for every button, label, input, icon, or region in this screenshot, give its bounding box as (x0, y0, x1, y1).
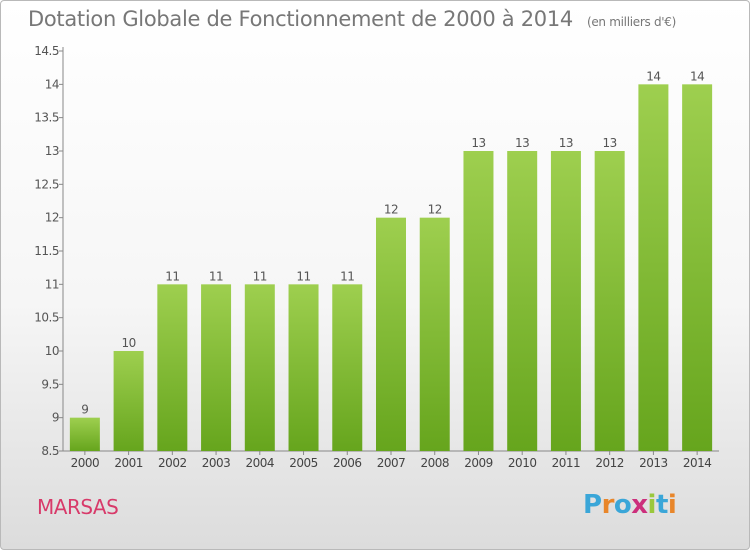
data-label: 14 (690, 69, 704, 83)
chart-unit: (en milliers d'€) (586, 15, 676, 29)
x-tick-label: 2011 (552, 456, 581, 470)
bar (201, 284, 232, 451)
bar (157, 284, 188, 451)
y-tick-label: 13 (45, 144, 59, 158)
logo-letter: P (583, 490, 602, 520)
commune-name: MARSAS (37, 495, 119, 519)
y-tick-label: 11.5 (34, 244, 59, 258)
bar (288, 284, 319, 451)
bars (69, 84, 713, 451)
chart-title-text: Dotation Globale de Fonctionnement de 20… (28, 7, 573, 31)
chart-title: Dotation Globale de Fonctionnement de 20… (28, 7, 676, 31)
y-tick-label: 13.5 (34, 111, 59, 125)
bar (594, 151, 625, 451)
x-tick-label: 2009 (464, 456, 493, 470)
data-label: 11 (209, 269, 223, 283)
data-label: 13 (603, 136, 617, 150)
bar (463, 151, 494, 451)
y-tick-label: 12.5 (34, 177, 59, 191)
bar (419, 217, 450, 451)
data-label: 10 (121, 336, 135, 350)
logo-letter: i (667, 490, 677, 520)
data-label: 13 (515, 136, 529, 150)
x-tick-label: 2004 (246, 456, 275, 470)
data-label: 13 (471, 136, 485, 150)
x-tick-label: 2003 (202, 456, 231, 470)
data-label: 11 (165, 269, 179, 283)
logo-letter: r (601, 490, 615, 520)
logo-letter: i (647, 490, 657, 520)
x-tick-label: 2002 (158, 456, 187, 470)
axes: 8.5 9 9.5 10 10.5 11 11.5 12 12.5 13 13.5 14 14.5 200… (34, 44, 719, 470)
y-tick-label: 9.5 (41, 377, 59, 391)
data-labels: 9 10 11 11 11 11 11 12 12 13 13 13 13 14 14 (81, 69, 704, 416)
data-label: 13 (559, 136, 573, 150)
bar (682, 84, 713, 451)
data-label: 12 (384, 203, 398, 217)
bar (332, 284, 363, 451)
logo-letter: o (613, 490, 632, 520)
x-tick-label: 2001 (114, 456, 143, 470)
data-label: 14 (646, 69, 660, 83)
bar (550, 151, 581, 451)
y-tick-label: 10 (45, 344, 59, 358)
data-label: 9 (81, 403, 88, 417)
bar (376, 217, 406, 451)
data-label: 11 (253, 269, 267, 283)
x-tick-label: 2008 (420, 456, 449, 470)
bar (69, 417, 100, 451)
x-tick-label: 2007 (377, 456, 406, 470)
y-tick-label: 14 (45, 77, 59, 91)
y-tick-label: 12 (45, 211, 59, 225)
y-tick-label: 11 (45, 277, 59, 291)
proxiti-logo[interactable]: Proxiti (583, 490, 677, 520)
x-tick-label: 2005 (289, 456, 318, 470)
x-tick-label: 2014 (683, 456, 712, 470)
data-label: 12 (428, 203, 442, 217)
logo-letter: t (655, 490, 668, 520)
bar (507, 151, 538, 451)
x-tick-label: 2006 (333, 456, 362, 470)
y-tick-label: 8.5 (41, 444, 59, 458)
y-tick-label: 14.5 (34, 44, 59, 58)
x-tick-label: 2012 (595, 456, 624, 470)
data-label: 11 (340, 269, 354, 283)
bar (244, 284, 275, 451)
y-tick-label: 10.5 (34, 311, 59, 325)
x-tick-label: 2000 (71, 456, 100, 470)
x-tick-label: 2013 (639, 456, 668, 470)
x-tick-label: 2010 (508, 456, 537, 470)
y-tick-label: 9 (52, 411, 59, 425)
data-label: 11 (296, 269, 310, 283)
bar (113, 351, 144, 451)
bar (638, 84, 669, 451)
logo-letter: x (631, 490, 648, 520)
